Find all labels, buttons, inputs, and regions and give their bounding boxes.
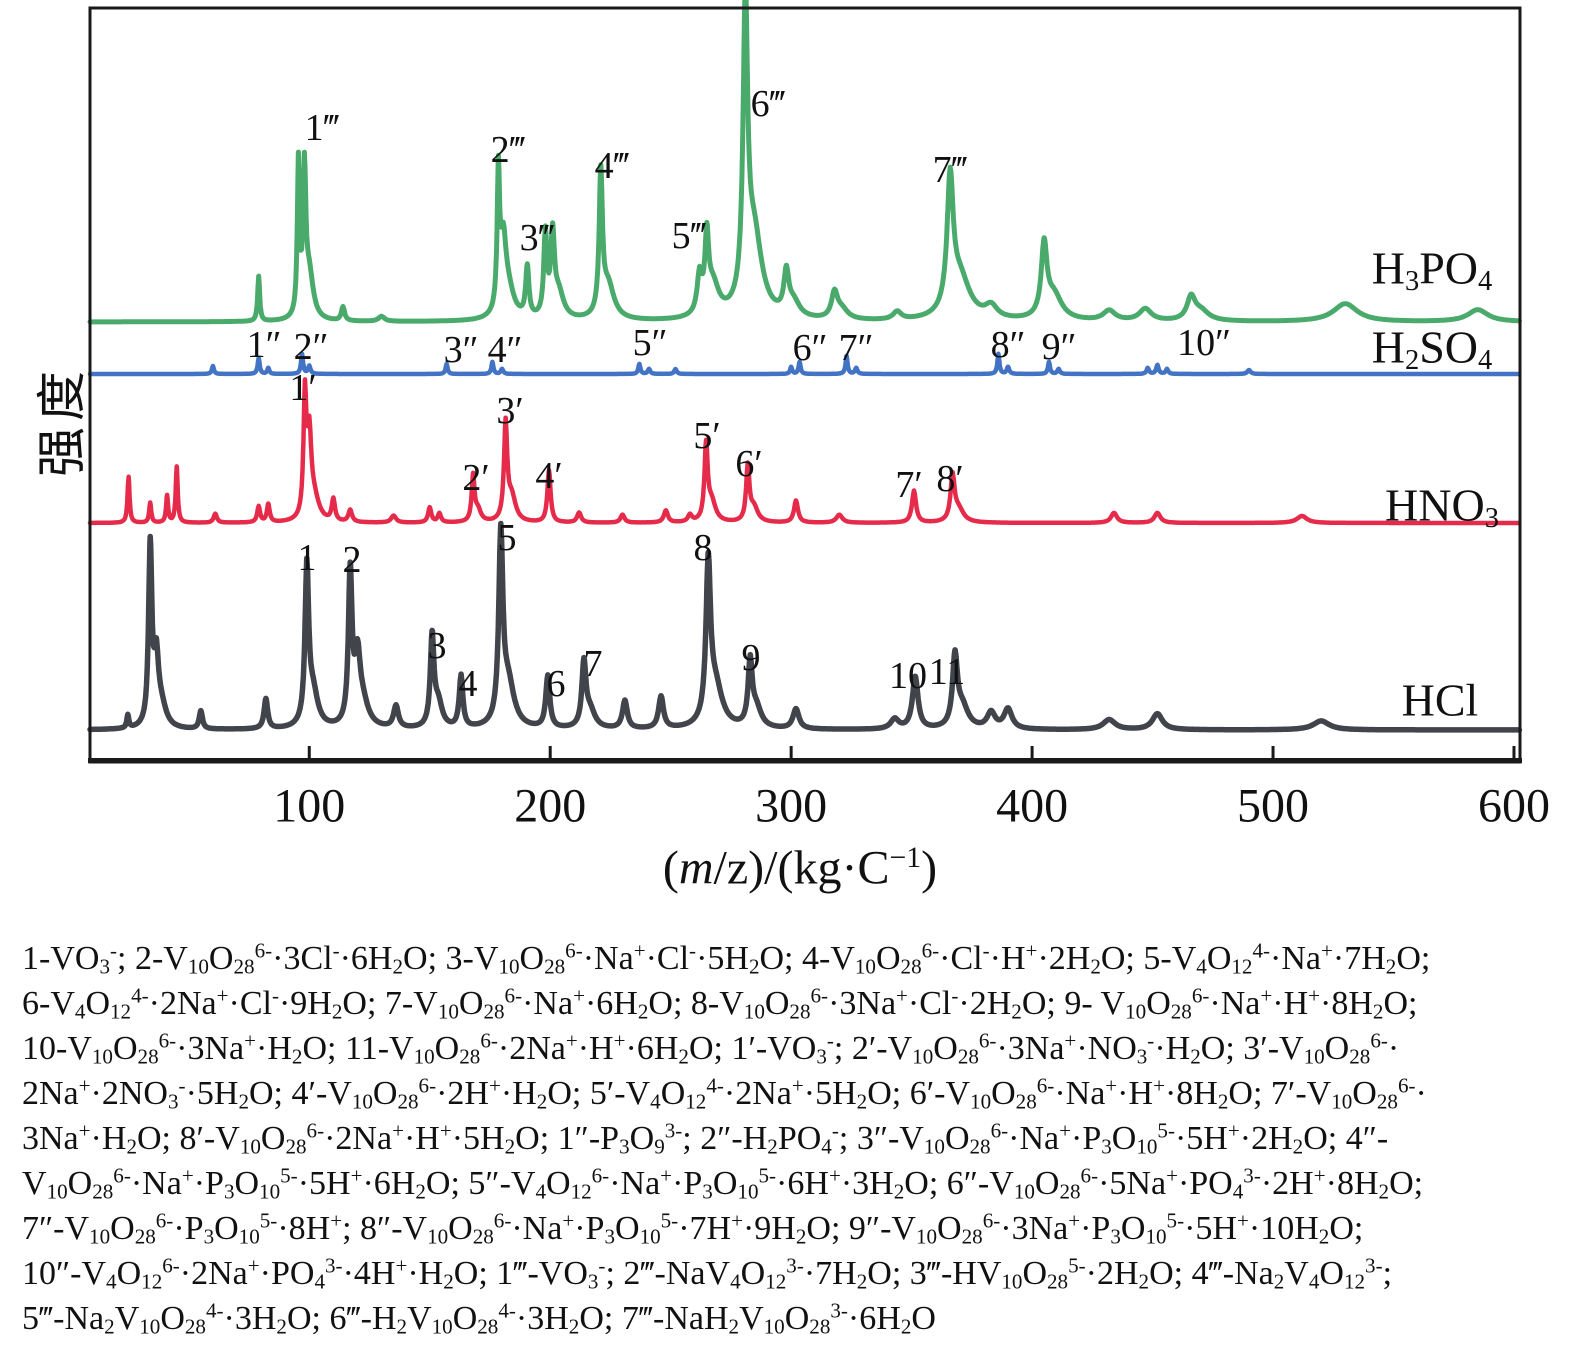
peak-label-h2so4: 9″ [1041,326,1077,368]
peak-label-hno3: 1′ [289,367,317,409]
peak-label-hno3: 6′ [735,443,763,485]
caption-line: 6-V4O124-·2Na+·Cl-·9H2O; 7-V10O286-·Na+·… [22,983,1418,1024]
peak-label-hcl: 8 [693,527,713,569]
trace-label-h2so4: H2SO4 [1371,321,1493,376]
peak-label-h3po4: 5‴ [671,215,707,257]
peak-label-h2so4: 3″ [443,329,479,371]
trace-label-hno3: HNO3 [1385,479,1499,534]
x-tick-label: 500 [1237,779,1310,833]
caption-line: 2Na+·2NO3-·5H2O; 4′-V10O286-·2H+·H2O; 5′… [22,1073,1427,1114]
peak-label-hcl: 6 [546,663,566,705]
peak-label-h3po4: 6‴ [750,83,786,125]
x-tick-label: 600 [1477,779,1550,833]
peak-label-h3po4: 2‴ [490,129,526,171]
peak-label-h2so4: 5″ [632,322,668,364]
trace-h2so4 [87,351,1522,377]
peak-label-h2so4: 7″ [838,327,874,369]
caption-line: 10″-V4O126-·2Na+·PO43-·4H+·H2O; 1‴-VO3-;… [22,1253,1393,1294]
trace-hcl [87,520,1523,733]
peak-label-h3po4: 7‴ [932,149,968,191]
peak-label-h2so4: 8″ [990,324,1026,366]
peak-label-h3po4: 1‴ [304,107,340,149]
peak-label-hno3: 5′ [693,415,721,457]
caption-line: 1-VO3-; 2-V10O286-·3Cl-·6H2O; 3-V10O286-… [22,938,1431,979]
y-axis-label: 强度 [34,365,90,477]
trace-label-hcl: HCl [1401,674,1479,726]
caption-line: 10-V10O286-·3Na+·H2O; 11-V10O286-·2Na+·H… [22,1028,1400,1069]
x-tick-label: 400 [996,779,1069,833]
peak-label-hcl: 4 [458,663,478,705]
peak-label-hcl: 9 [741,637,761,679]
caption-line: 3Na+·H2O; 8′-V10O286-·2Na+·H+·5H2O; 1″-P… [22,1118,1389,1159]
x-axis-title: (m/z)/(kg·C−1) [662,841,938,895]
peak-label-hno3: 3′ [496,390,524,432]
peak-label-hno3: 7′ [895,464,923,506]
caption-line: 5‴-Na2V10O284-·3H2O; 6‴-H2V10O284-·3H2O;… [22,1298,936,1339]
peak-label-hcl: 10 [889,655,927,697]
trace-label-h3po4: H3PO4 [1371,242,1493,297]
x-axis-ticks [307,746,1516,762]
peak-label-hno3: 8′ [936,458,964,500]
figure-caption: 1-VO3-; 2-V10O286-·3Cl-·6H2O; 3-V10O286-… [22,936,1567,1341]
caption-line: V10O286-·Na+·P3O105-·5H+·6H2O; 5″-V4O126… [22,1163,1424,1204]
peak-label-hcl: 2 [342,539,362,581]
trace-h3po4 [87,0,1522,325]
peak-label-hcl: 3 [427,625,447,667]
peak-label-hcl: 7 [583,643,603,685]
peak-label-h2so4: 2″ [293,326,329,368]
peak-label-hno3: 4′ [535,455,563,497]
peak-label-h3po4: 4‴ [594,145,630,187]
peak-label-h2so4: 4″ [487,329,523,371]
x-tick-label: 200 [514,779,587,833]
peak-label-h2so4: 10″ [1177,322,1231,364]
caption-line: 7″-V10O286-·P3O105-·8H+; 8″-V10O286-·Na+… [22,1208,1364,1249]
spectrum-plot [87,0,1523,764]
trace-hno3 [87,377,1522,526]
spectrum-traces [87,0,1523,733]
peak-label-h2so4: 6″ [792,327,828,369]
x-tick-label: 300 [755,779,828,833]
peak-label-h2so4: 1″ [246,324,282,366]
peak-label-h3po4: 3‴ [519,217,555,259]
peak-label-hcl: 5 [497,517,517,559]
peak-label-hcl: 1 [297,537,317,579]
x-tick-label: 100 [273,779,346,833]
peak-label-hcl: 11 [928,651,966,693]
peak-label-hno3: 2′ [462,457,490,499]
